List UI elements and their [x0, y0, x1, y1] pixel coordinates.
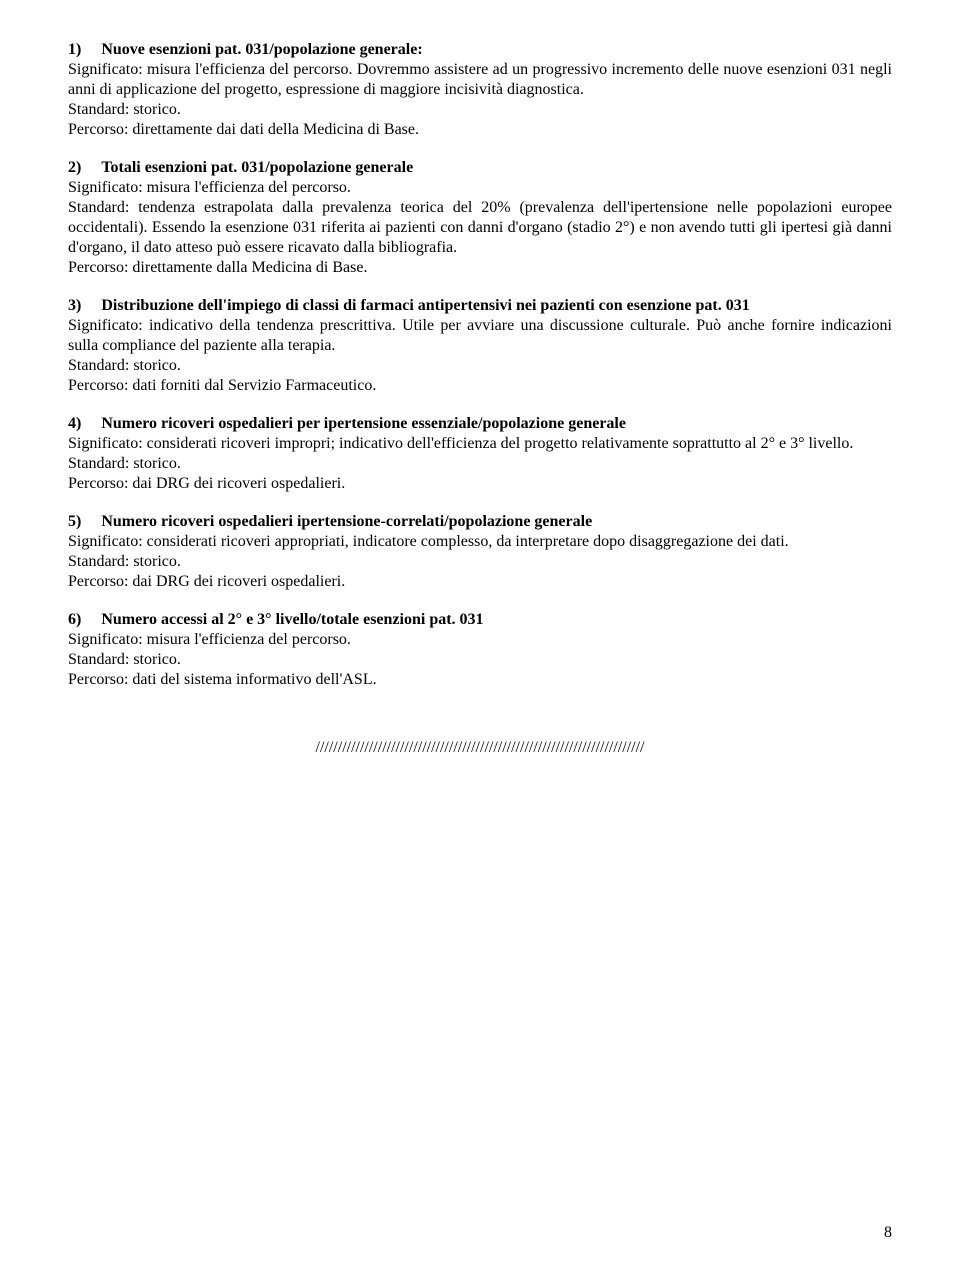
section-3-index: 3)	[68, 297, 81, 314]
section-1-index: 1)	[68, 41, 81, 58]
section-1-line-1: Standard: storico.	[68, 100, 892, 120]
section-2-heading: 2) Totali esenzioni pat. 031/popolazione…	[68, 158, 892, 178]
section-5-title: Numero ricoveri ospedalieri ipertensione…	[101, 513, 592, 530]
section-6-line-2: Percorso: dati del sistema informativo d…	[68, 670, 892, 690]
section-3-line-1: Standard: storico.	[68, 356, 892, 376]
section-6-index: 6)	[68, 611, 81, 628]
section-1-line-0: Significato: misura l'efficienza del per…	[68, 60, 892, 100]
section-1-line-2: Percorso: direttamente dai dati della Me…	[68, 120, 892, 140]
section-5-index: 5)	[68, 513, 81, 530]
section-5-line-1: Standard: storico.	[68, 552, 892, 572]
section-6-title: Numero accessi al 2° e 3° livello/totale…	[101, 611, 483, 628]
section-4-heading: 4) Numero ricoveri ospedalieri per ipert…	[68, 414, 892, 434]
section-2-index: 2)	[68, 159, 81, 176]
section-6-heading: 6) Numero accessi al 2° e 3° livello/tot…	[68, 610, 892, 630]
page-number: 8	[884, 1223, 892, 1243]
section-1-heading: 1) Nuove esenzioni pat. 031/popolazione …	[68, 40, 892, 60]
section-4-line-2: Percorso: dai DRG dei ricoveri ospedalie…	[68, 474, 892, 494]
section-6: 6) Numero accessi al 2° e 3° livello/tot…	[68, 610, 892, 690]
section-5: 5) Numero ricoveri ospedalieri ipertensi…	[68, 512, 892, 592]
section-4-line-1: Standard: storico.	[68, 454, 892, 474]
section-5-heading: 5) Numero ricoveri ospedalieri ipertensi…	[68, 512, 892, 532]
section-1: 1) Nuove esenzioni pat. 031/popolazione …	[68, 40, 892, 140]
section-2-title: Totali esenzioni pat. 031/popolazione ge…	[101, 159, 413, 176]
section-5-line-2: Percorso: dai DRG dei ricoveri ospedalie…	[68, 572, 892, 592]
section-3-title: Distribuzione dell'impiego di classi di …	[101, 297, 749, 314]
section-2: 2) Totali esenzioni pat. 031/popolazione…	[68, 158, 892, 278]
section-3-line-0: Significato: indicativo della tendenza p…	[68, 316, 892, 356]
section-3-line-2: Percorso: dati forniti dal Servizio Farm…	[68, 376, 892, 396]
section-1-title: Nuove esenzioni pat. 031/popolazione gen…	[101, 41, 422, 58]
section-3-heading: 3) Distribuzione dell'impiego di classi …	[68, 296, 892, 316]
section-4-title: Numero ricoveri ospedalieri per ipertens…	[101, 415, 626, 432]
section-4-line-0: Significato: considerati ricoveri improp…	[68, 434, 892, 454]
section-6-line-1: Standard: storico.	[68, 650, 892, 670]
section-3: 3) Distribuzione dell'impiego di classi …	[68, 296, 892, 396]
section-6-line-0: Significato: misura l'efficienza del per…	[68, 630, 892, 650]
separator-line: ////////////////////////////////////////…	[68, 738, 892, 758]
section-5-line-0: Significato: considerati ricoveri approp…	[68, 532, 892, 552]
section-2-line-1: Standard: tendenza estrapolata dalla pre…	[68, 198, 892, 258]
section-4-index: 4)	[68, 415, 81, 432]
section-2-line-0: Significato: misura l'efficienza del per…	[68, 178, 892, 198]
section-4: 4) Numero ricoveri ospedalieri per ipert…	[68, 414, 892, 494]
section-2-line-2: Percorso: direttamente dalla Medicina di…	[68, 258, 892, 278]
